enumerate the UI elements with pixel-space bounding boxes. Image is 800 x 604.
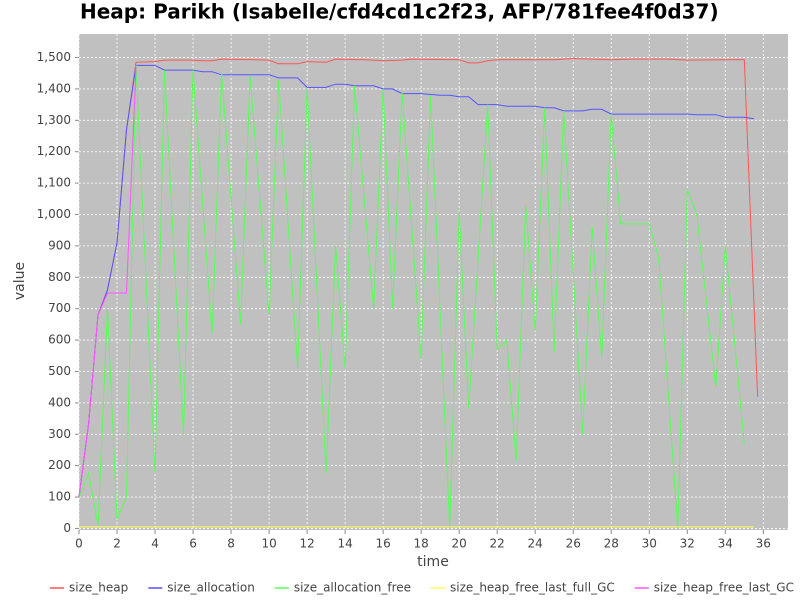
x-tick-label: 22	[490, 537, 505, 551]
legend-label: size_heap_free_last_GC	[654, 581, 794, 595]
series-line	[78, 57, 759, 498]
x-tick-label: 18	[414, 537, 429, 551]
chart-title: Heap: Parikh (Isabelle/cfd4cd1c2f23, AFP…	[80, 0, 719, 24]
x-tick-label: 8	[227, 537, 235, 551]
y-tick-label: 700	[48, 301, 71, 315]
y-tick-label: 600	[48, 333, 71, 347]
y-tick-label: 1,200	[37, 144, 71, 158]
x-tick-label: 14	[337, 537, 352, 551]
x-tick-label: 20	[452, 537, 467, 551]
series-line	[78, 65, 745, 529]
x-axis-label: time	[417, 554, 449, 570]
y-tick-label: 900	[48, 238, 71, 252]
y-tick-label: 1,500	[37, 50, 71, 64]
x-tick-label: 24	[528, 537, 543, 551]
y-tick-label: 500	[48, 364, 71, 378]
x-tick-label: 36	[756, 537, 771, 551]
x-tick-label: 34	[718, 537, 733, 551]
y-axis-label: value	[12, 262, 28, 300]
legend-label: size_heap_free_last_full_GC	[450, 581, 615, 595]
plot-area	[79, 34, 788, 530]
x-tick-label: 6	[189, 537, 197, 551]
x-tick-label: 10	[261, 537, 276, 551]
series-line	[78, 66, 137, 498]
legend-label: size_allocation_free	[294, 581, 411, 595]
x-tick-label: 0	[75, 537, 83, 551]
x-tick-label: 16	[375, 537, 390, 551]
y-tick-label: 1,100	[37, 176, 71, 190]
x-tick-label: 12	[299, 537, 314, 551]
x-tick-label: 28	[604, 537, 619, 551]
series-line	[78, 64, 754, 498]
y-tick-label: 1,000	[37, 207, 71, 221]
y-tick-label: 1,300	[37, 113, 71, 127]
y-tick-label: 0	[63, 521, 71, 535]
x-tick-label: 2	[113, 537, 121, 551]
y-tick-label: 200	[48, 458, 71, 472]
y-tick-label: 1,400	[37, 81, 71, 95]
legend-label: size_heap	[69, 581, 128, 595]
y-tick-label: 800	[48, 270, 71, 284]
y-tick-label: 400	[48, 395, 71, 409]
y-tick-label: 300	[48, 427, 71, 441]
x-tick-label: 32	[680, 537, 695, 551]
x-tick-label: 26	[566, 537, 581, 551]
x-tick-label: 4	[151, 537, 159, 551]
legend-label: size_allocation	[167, 581, 255, 595]
x-tick-label: 30	[642, 537, 657, 551]
y-tick-label: 100	[48, 490, 71, 504]
